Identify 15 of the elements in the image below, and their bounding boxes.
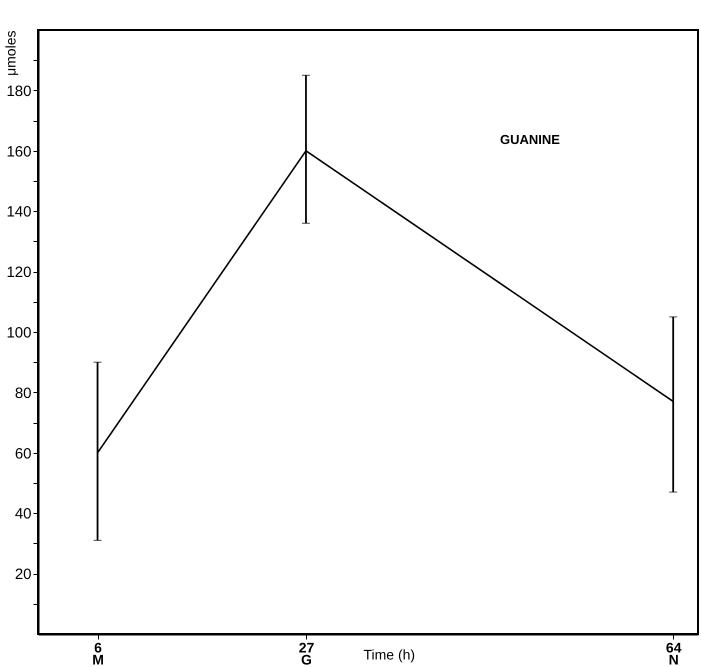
y-tick-label: 80 <box>14 384 32 402</box>
y-axis-title: μmoles <box>2 30 18 76</box>
y-tick-label: 40 <box>14 506 32 523</box>
y-tick-label: 160 <box>6 143 32 160</box>
y-tick-label: 180 <box>6 82 32 100</box>
x-tick-label: 6 M <box>92 640 104 667</box>
y-tick-label: 20 <box>14 566 32 584</box>
annotation: GUANINE <box>500 132 560 147</box>
y-tick-label: 60 <box>14 445 32 462</box>
x-tick-label: 27 G <box>298 640 314 667</box>
y-tick-label: 120 <box>6 264 32 282</box>
y-tick-label: 100 <box>6 324 32 342</box>
x-axis-title: Time (h) <box>364 646 416 662</box>
y-tick-label: 140 <box>6 204 32 221</box>
x-tick-label: 64 N <box>666 640 682 667</box>
